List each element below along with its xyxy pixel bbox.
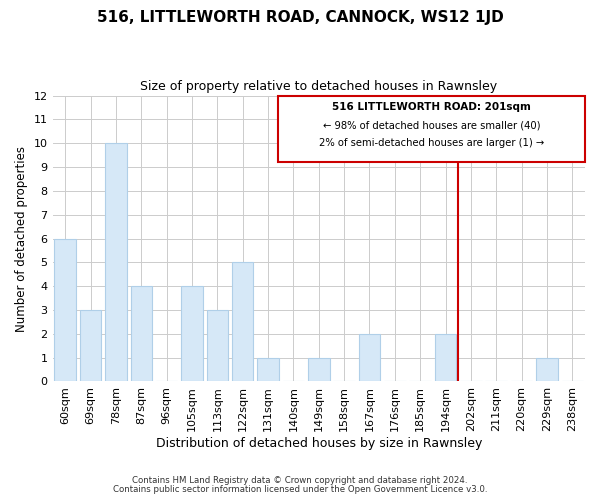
Bar bbox=[308, 358, 329, 382]
Text: ← 98% of detached houses are smaller (40): ← 98% of detached houses are smaller (40… bbox=[323, 120, 541, 130]
X-axis label: Distribution of detached houses by size in Rawnsley: Distribution of detached houses by size … bbox=[155, 437, 482, 450]
Bar bbox=[359, 334, 380, 382]
Bar bbox=[80, 310, 101, 382]
Text: 2% of semi-detached houses are larger (1) →: 2% of semi-detached houses are larger (1… bbox=[319, 138, 544, 148]
Title: Size of property relative to detached houses in Rawnsley: Size of property relative to detached ho… bbox=[140, 80, 497, 93]
Bar bbox=[536, 358, 558, 382]
Bar bbox=[257, 358, 279, 382]
Text: 516 LITTLEWORTH ROAD: 201sqm: 516 LITTLEWORTH ROAD: 201sqm bbox=[332, 102, 531, 112]
Bar bbox=[131, 286, 152, 382]
Bar bbox=[181, 286, 203, 382]
Bar bbox=[105, 143, 127, 382]
Bar bbox=[55, 238, 76, 382]
Bar bbox=[206, 310, 228, 382]
Bar bbox=[232, 262, 253, 382]
Text: 516, LITTLEWORTH ROAD, CANNOCK, WS12 1JD: 516, LITTLEWORTH ROAD, CANNOCK, WS12 1JD bbox=[97, 10, 503, 25]
Text: Contains public sector information licensed under the Open Government Licence v3: Contains public sector information licen… bbox=[113, 485, 487, 494]
Y-axis label: Number of detached properties: Number of detached properties bbox=[15, 146, 28, 332]
Text: Contains HM Land Registry data © Crown copyright and database right 2024.: Contains HM Land Registry data © Crown c… bbox=[132, 476, 468, 485]
Bar bbox=[435, 334, 457, 382]
